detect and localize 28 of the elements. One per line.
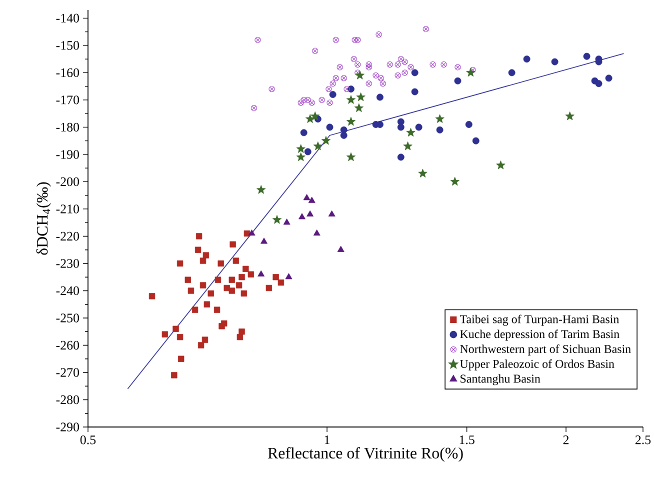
x-axis-title: Reflectance of Vitrinite Ro(%) (268, 447, 463, 462)
x-tick-label: 1.5 (460, 436, 474, 444)
legend-label: Santanghu Basin (460, 374, 540, 386)
y-tick-label: -200 (56, 177, 80, 186)
legend-label: Taibei sag of Turpan-Hami Basin (460, 314, 620, 326)
legend-label: Northwestern part of Sichuan Basin (460, 344, 631, 356)
x-tick-label: 2.5 (635, 436, 651, 444)
y-tick-label: -140 (56, 14, 80, 23)
y-axis-title: δDCH$_{4}$(‰) (36, 182, 51, 255)
y-tick-label: -230 (56, 259, 80, 268)
y-tick-label: -270 (56, 368, 80, 377)
x-tick-label: 1 (324, 436, 330, 444)
legend-label: Upper Paleozoic of Ordos Basin (460, 359, 614, 370)
y-tick-label: -210 (56, 204, 80, 214)
x-tick-label: 2 (563, 436, 569, 444)
y-tick-label: -150 (56, 41, 80, 50)
y-tick-label: -160 (56, 68, 80, 78)
y-tick-label: -250 (56, 314, 80, 322)
y-tick-label: -220 (56, 232, 80, 241)
y-tick-label: -240 (56, 286, 80, 296)
legend-label: Kuche depression of Tarim Basin (460, 330, 620, 341)
y-tick-label: -180 (56, 122, 80, 132)
y-tick-label: -170 (56, 96, 80, 104)
y-tick-label: -260 (56, 340, 80, 350)
y-tick-label: -290 (56, 422, 80, 432)
x-tick-label: 0.5 (80, 436, 96, 444)
y-tick-label: -280 (56, 395, 80, 404)
y-tick-label: -190 (56, 150, 80, 159)
